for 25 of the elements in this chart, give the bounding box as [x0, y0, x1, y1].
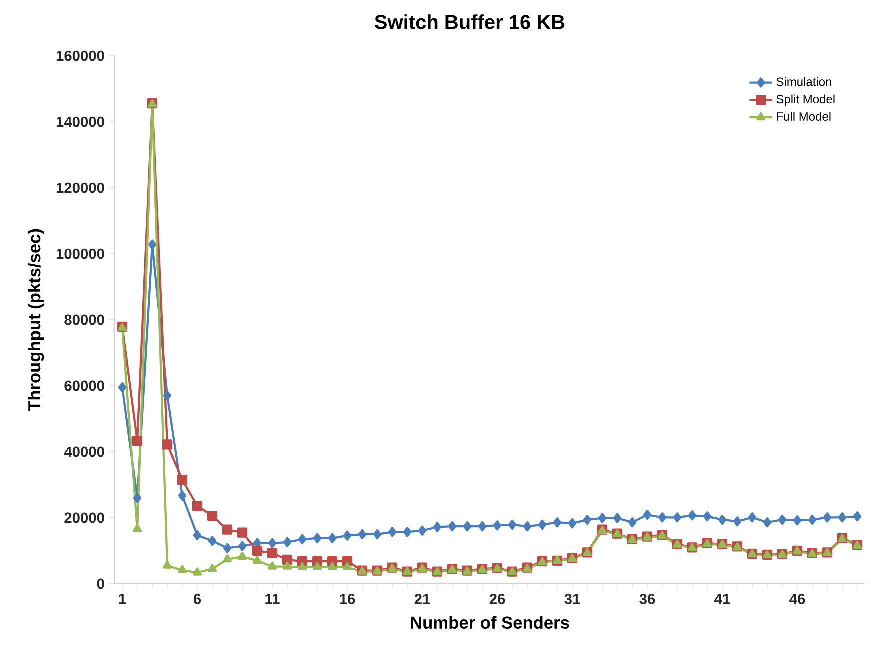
x-tick-label: 36 — [640, 594, 656, 604]
y-tick-label: 60000 — [64, 380, 104, 392]
x-axis-title: Number of Senders — [411, 616, 570, 629]
legend-label: Simulation — [776, 77, 832, 86]
x-tick-label: 6 — [194, 594, 202, 604]
x-tick-label: 41 — [714, 594, 730, 604]
y-tick-label: 140000 — [56, 116, 104, 128]
y-axis-title: Throughput (pkts/sec) — [28, 229, 44, 412]
x-tick-label: 11 — [266, 594, 280, 604]
y-tick-label: 120000 — [56, 182, 104, 194]
y-tick-label: 80000 — [64, 314, 104, 326]
x-tick-label: 1 — [119, 594, 126, 604]
y-tick-label: 0 — [97, 578, 104, 590]
x-tick-label: 16 — [340, 594, 356, 604]
legend-label: Full Model — [777, 112, 831, 121]
legend-label: Split Model — [776, 94, 835, 106]
y-tick-label: 20000 — [64, 512, 104, 524]
x-tick-label: 46 — [790, 594, 806, 604]
y-tick-label: 100000 — [56, 248, 104, 260]
x-tick-label: 26 — [490, 594, 506, 604]
x-tick-label: 31 — [564, 594, 580, 604]
x-tick-label: 21 — [414, 594, 430, 604]
chart-title: Switch Buffer 16 KB — [375, 14, 565, 30]
y-tick-label: 40000 — [64, 446, 104, 458]
y-tick-label: 160000 — [56, 50, 104, 62]
